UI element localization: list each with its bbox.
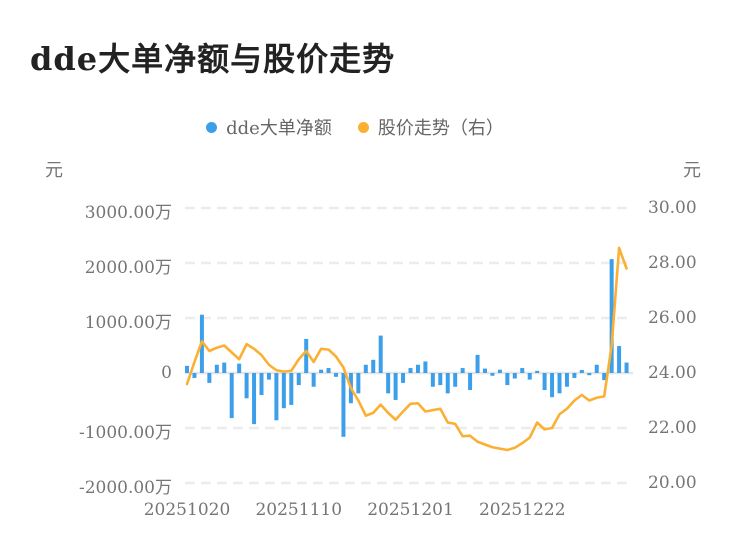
x-axis-tick: 20251020 (143, 500, 231, 520)
bar-dde-net (192, 373, 197, 378)
bar-dde-net (617, 346, 622, 373)
bar-dde-net (304, 338, 309, 373)
bar-dde-net (602, 373, 607, 381)
bar-dde-net (430, 373, 435, 387)
right-axis-tick: 24.00 (648, 363, 697, 383)
legend-label-dde-net: dde大单净额 (226, 118, 332, 139)
bar-dde-net (550, 373, 555, 398)
left-axis-tick: 2000.00万 (84, 258, 172, 278)
bar-dde-net (237, 363, 242, 373)
right-axis-tick: 26.00 (648, 308, 697, 328)
right-axis-tick: 30.00 (648, 198, 697, 218)
bar-dde-net (468, 373, 473, 391)
bar-dde-net (259, 373, 264, 395)
right-axis-unit: 元 (683, 160, 701, 181)
x-axis-tick: 20251110 (255, 500, 343, 520)
bar-dde-net (505, 373, 510, 386)
bar-dde-net (401, 373, 406, 383)
bar-dde-net (311, 373, 316, 387)
bar-dde-net (445, 373, 450, 394)
bar-dde-net (289, 373, 294, 405)
bar-dde-net (185, 365, 189, 373)
bar-dde-net (497, 369, 502, 373)
right-axis-tick: 22.00 (648, 418, 697, 438)
bar-dde-net (520, 368, 525, 373)
left-axis-tick: 3000.00万 (84, 203, 172, 223)
legend-label-price: 股价走势（右） (377, 118, 504, 139)
bar-dde-net (475, 354, 480, 373)
bar-dde-net (356, 373, 361, 394)
legend-item-dde-net[interactable]: dde大单净额 (206, 114, 332, 140)
bar-dde-net (423, 361, 428, 373)
legend-dot-blue-icon (206, 121, 218, 133)
bar-dde-net (415, 364, 420, 373)
bar-dde-net (408, 368, 413, 373)
bar-dde-net (326, 368, 331, 373)
bar-dde-net (624, 362, 629, 373)
bar-dde-net (229, 373, 234, 419)
bar-dde-net (594, 364, 599, 373)
chart-title: dde大单净额与股价走势 (30, 40, 396, 78)
left-axis-tick: -2000.00万 (78, 478, 172, 498)
right-axis-tick: 20.00 (648, 473, 697, 493)
bar-dde-net (587, 373, 592, 376)
bar-dde-net (542, 373, 547, 391)
left-axis-tick: 1000.00万 (84, 313, 172, 333)
bar-dde-net (266, 373, 271, 380)
bar-dde-net (386, 373, 391, 394)
left-axis-unit: 元 (45, 160, 63, 181)
bar-dde-net (207, 373, 212, 383)
left-axis-tick: -1000.00万 (78, 423, 172, 443)
legend-dot-orange-icon (357, 121, 369, 133)
bar-dde-net (393, 373, 398, 400)
bar-dde-net (527, 373, 532, 380)
bar-dde-net (334, 373, 338, 377)
bar-dde-net (296, 373, 301, 386)
bar-dde-net (572, 373, 577, 378)
bar-dde-net (557, 373, 562, 394)
left-axis-tick: 0 (161, 363, 172, 383)
bar-dde-net (579, 369, 584, 373)
bar-dde-net (341, 373, 346, 437)
bar-dde-net (281, 373, 286, 409)
bar-dde-net (438, 373, 443, 386)
price-line (185, 246, 628, 452)
bar-dde-net (460, 368, 465, 373)
bar-dde-net (244, 373, 249, 399)
bar-dde-net (319, 369, 324, 373)
bar-dde-net (564, 373, 569, 387)
legend-item-price[interactable]: 股价走势（右） (357, 114, 504, 140)
x-axis-tick: 20251201 (367, 500, 454, 520)
bar-dde-net (490, 373, 495, 376)
bar-dde-net (371, 359, 376, 373)
x-axis-tick: 20251222 (478, 500, 566, 520)
bar-dde-net (222, 362, 227, 373)
bar-dde-net (378, 335, 383, 373)
bar-dde-net (512, 373, 517, 379)
legend: dde大单净额 股价走势（右） (0, 114, 710, 140)
bar-dde-net (274, 373, 279, 421)
bar-dde-net (609, 259, 614, 373)
bar-dde-net (252, 373, 257, 425)
bar-dde-net (535, 370, 540, 373)
bar-dde-net (214, 364, 219, 373)
bar-dde-net (363, 364, 368, 373)
bar-dde-net (483, 368, 487, 373)
right-axis-tick: 28.00 (648, 253, 697, 273)
bar-dde-net (453, 373, 458, 387)
